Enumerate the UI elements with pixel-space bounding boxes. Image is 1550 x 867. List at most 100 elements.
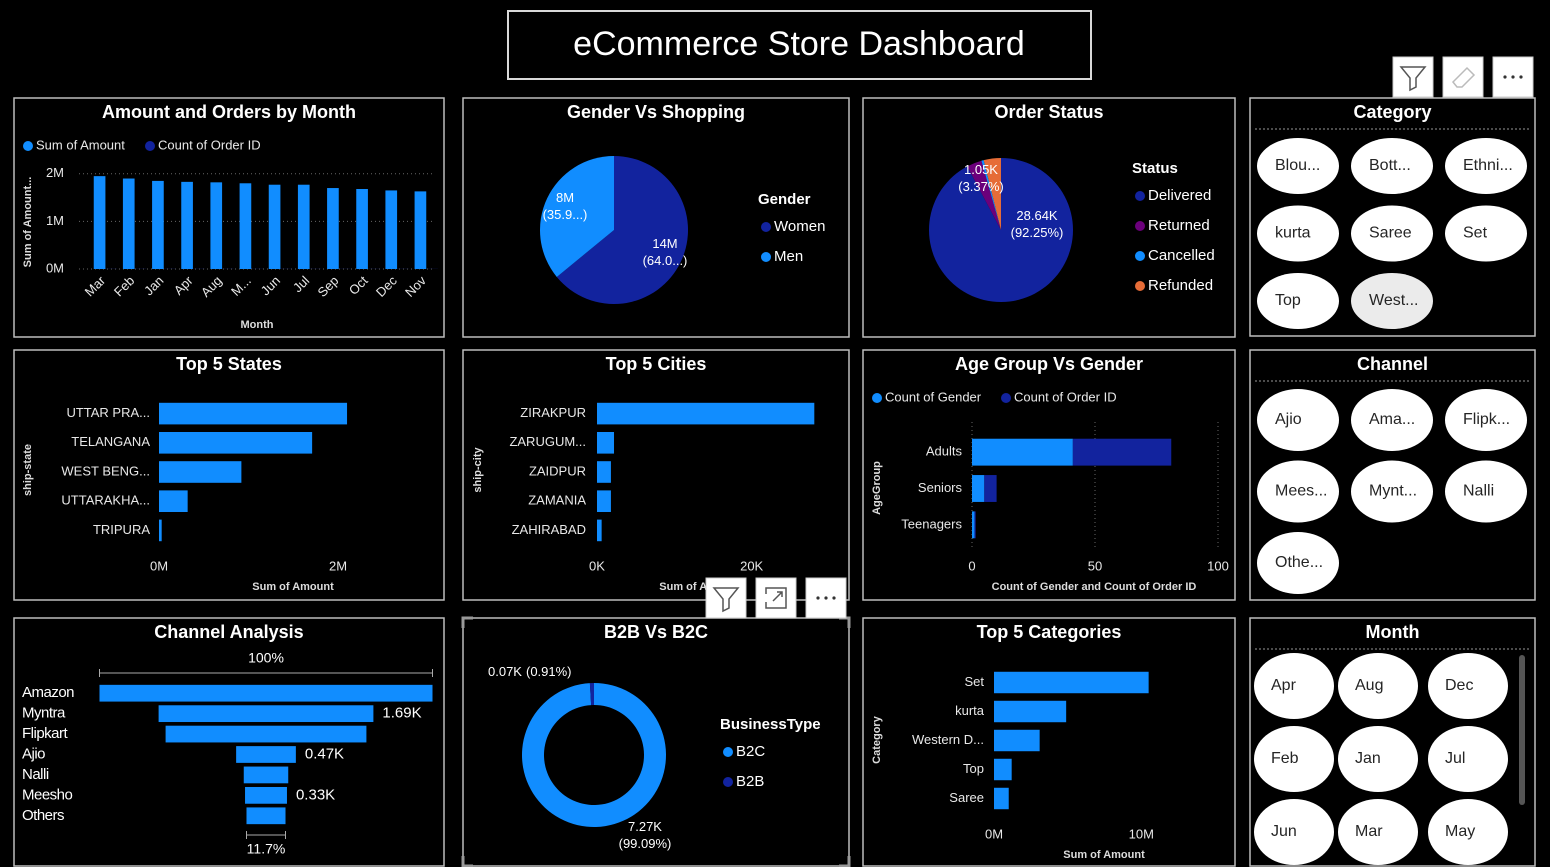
- y-tick-label: Teenagers: [901, 516, 962, 531]
- data-label: 0.33K: [296, 786, 335, 803]
- slicer-item-label[interactable]: Feb: [1271, 750, 1299, 767]
- slicer-item[interactable]: [1338, 799, 1418, 865]
- legend-label: Women: [774, 218, 825, 235]
- focus-icon: [765, 587, 787, 609]
- slicer-item-label[interactable]: Ethni...: [1463, 157, 1513, 174]
- slicer-item-label[interactable]: Set: [1463, 225, 1488, 242]
- legend-label: B2C: [736, 743, 765, 760]
- slicer-item-label[interactable]: Nalli: [1463, 483, 1494, 500]
- data-label-value: 0.07K: [488, 664, 522, 679]
- panel-title: Month: [1366, 622, 1420, 642]
- legend-label: Refunded: [1148, 277, 1213, 294]
- bar: [385, 190, 398, 269]
- x-tick-label: 50: [1088, 558, 1102, 573]
- toolbar-button[interactable]: [705, 577, 747, 619]
- bar: [327, 188, 339, 269]
- slicer-item-label[interactable]: Jul: [1445, 750, 1465, 767]
- slicer-item[interactable]: [1351, 138, 1433, 194]
- bar-segment: [972, 475, 985, 502]
- slicer-item[interactable]: [1338, 653, 1418, 719]
- slice: [521, 683, 666, 828]
- legend-marker: [761, 252, 771, 262]
- bar: [159, 461, 242, 483]
- panel-title: Top 5 Cities: [606, 354, 707, 374]
- slicer-item-label[interactable]: May: [1445, 823, 1475, 840]
- conversion-label: 100%: [248, 650, 284, 666]
- y-tick-label: 2M: [46, 165, 64, 180]
- scrollbar: [1519, 655, 1525, 805]
- slicer-item[interactable]: [1428, 653, 1508, 719]
- slicer-item-label[interactable]: Jun: [1271, 823, 1297, 840]
- slicer-item-label[interactable]: Jan: [1355, 750, 1381, 767]
- slicer-item[interactable]: [1445, 205, 1527, 262]
- y-tick-label: kurta: [955, 703, 985, 718]
- slicer-item-label[interactable]: Dec: [1445, 677, 1473, 694]
- bar: [994, 758, 1012, 781]
- slicer-item[interactable]: [1445, 389, 1527, 451]
- slicer-item-label[interactable]: Bott...: [1369, 157, 1411, 174]
- more-dot: [824, 596, 828, 600]
- data-label: 28.64K (92.25%): [1011, 208, 1064, 240]
- bar: [597, 519, 602, 542]
- y-tick-label: UTTARAKHA...: [61, 493, 150, 508]
- panel-title: Top 5 Categories: [977, 622, 1122, 642]
- slicer-item-label[interactable]: Mar: [1355, 823, 1383, 840]
- slicer-item-label[interactable]: kurta: [1275, 225, 1311, 242]
- legend-label: Count of Gender: [885, 389, 982, 404]
- toolbar-button[interactable]: [1392, 56, 1434, 98]
- slicer-item[interactable]: [1428, 726, 1508, 792]
- slicer-item[interactable]: [1351, 389, 1433, 451]
- bar: [93, 176, 106, 269]
- slicer-item[interactable]: [1351, 460, 1433, 523]
- selection-handle: [461, 856, 473, 867]
- slicer-item[interactable]: [1257, 138, 1339, 194]
- slicer-item-label[interactable]: Mees...: [1275, 483, 1327, 500]
- y-tick-label: ZIRAKPUR: [520, 405, 586, 420]
- slicer-item[interactable]: [1351, 205, 1433, 262]
- y-tick-label: ZAIDPUR: [529, 463, 586, 478]
- filter-icon: [1399, 66, 1427, 92]
- slicer-item-label[interactable]: Ajio: [1275, 411, 1302, 428]
- slicer-item[interactable]: [1257, 273, 1339, 329]
- data-label: 1.05K (3.37%): [958, 162, 1004, 194]
- data-label: 7.27K (99.09%): [619, 819, 672, 851]
- more-dot: [832, 596, 836, 600]
- slicer-item-label[interactable]: Blou...: [1275, 157, 1320, 174]
- bar: [239, 183, 252, 269]
- slicer-item[interactable]: [1257, 460, 1339, 523]
- slicer-item-label[interactable]: Saree: [1369, 225, 1412, 242]
- slicer-item[interactable]: [1257, 389, 1339, 451]
- slicer-item-label[interactable]: Othe...: [1275, 554, 1323, 571]
- slicer-item[interactable]: [1428, 799, 1508, 865]
- funnel-bar: [245, 786, 287, 804]
- slicer-item-label[interactable]: Ama...: [1369, 411, 1415, 428]
- x-tick-label: 2M: [329, 558, 347, 573]
- bar: [268, 184, 281, 269]
- legend-title: BusinessType: [720, 716, 821, 733]
- x-tick-label: 100: [1207, 558, 1229, 573]
- bar-segment: [974, 511, 976, 539]
- toolbar-button[interactable]: [1442, 56, 1484, 98]
- slicer-item[interactable]: [1257, 532, 1339, 594]
- slicer-item-label[interactable]: Mynt...: [1369, 483, 1417, 500]
- slicer-item-label[interactable]: Flipk...: [1463, 411, 1510, 428]
- slicer-item-label[interactable]: Aug: [1355, 677, 1383, 694]
- legend-label: Men: [774, 248, 803, 265]
- legend-marker: [1135, 251, 1145, 261]
- y-axis-title: AgeGroup: [871, 461, 883, 515]
- slicer-item[interactable]: [1445, 460, 1527, 523]
- slicer-item-label[interactable]: West...: [1369, 292, 1419, 309]
- slicer-item[interactable]: [1338, 726, 1418, 792]
- slicer-item[interactable]: [1257, 205, 1339, 262]
- bar: [181, 181, 193, 269]
- slicer-item[interactable]: [1254, 799, 1334, 865]
- slicer-item[interactable]: [1254, 653, 1334, 719]
- panel-title: Top 5 States: [176, 354, 282, 374]
- conversion-label: 11.7%: [247, 841, 286, 857]
- slicer-item[interactable]: [1445, 138, 1527, 194]
- more-dot: [1519, 75, 1523, 79]
- slicer-item-label[interactable]: Apr: [1271, 677, 1297, 694]
- slicer-item[interactable]: [1351, 273, 1433, 329]
- slicer-item-label[interactable]: Top: [1275, 292, 1301, 309]
- slicer-item[interactable]: [1254, 726, 1334, 792]
